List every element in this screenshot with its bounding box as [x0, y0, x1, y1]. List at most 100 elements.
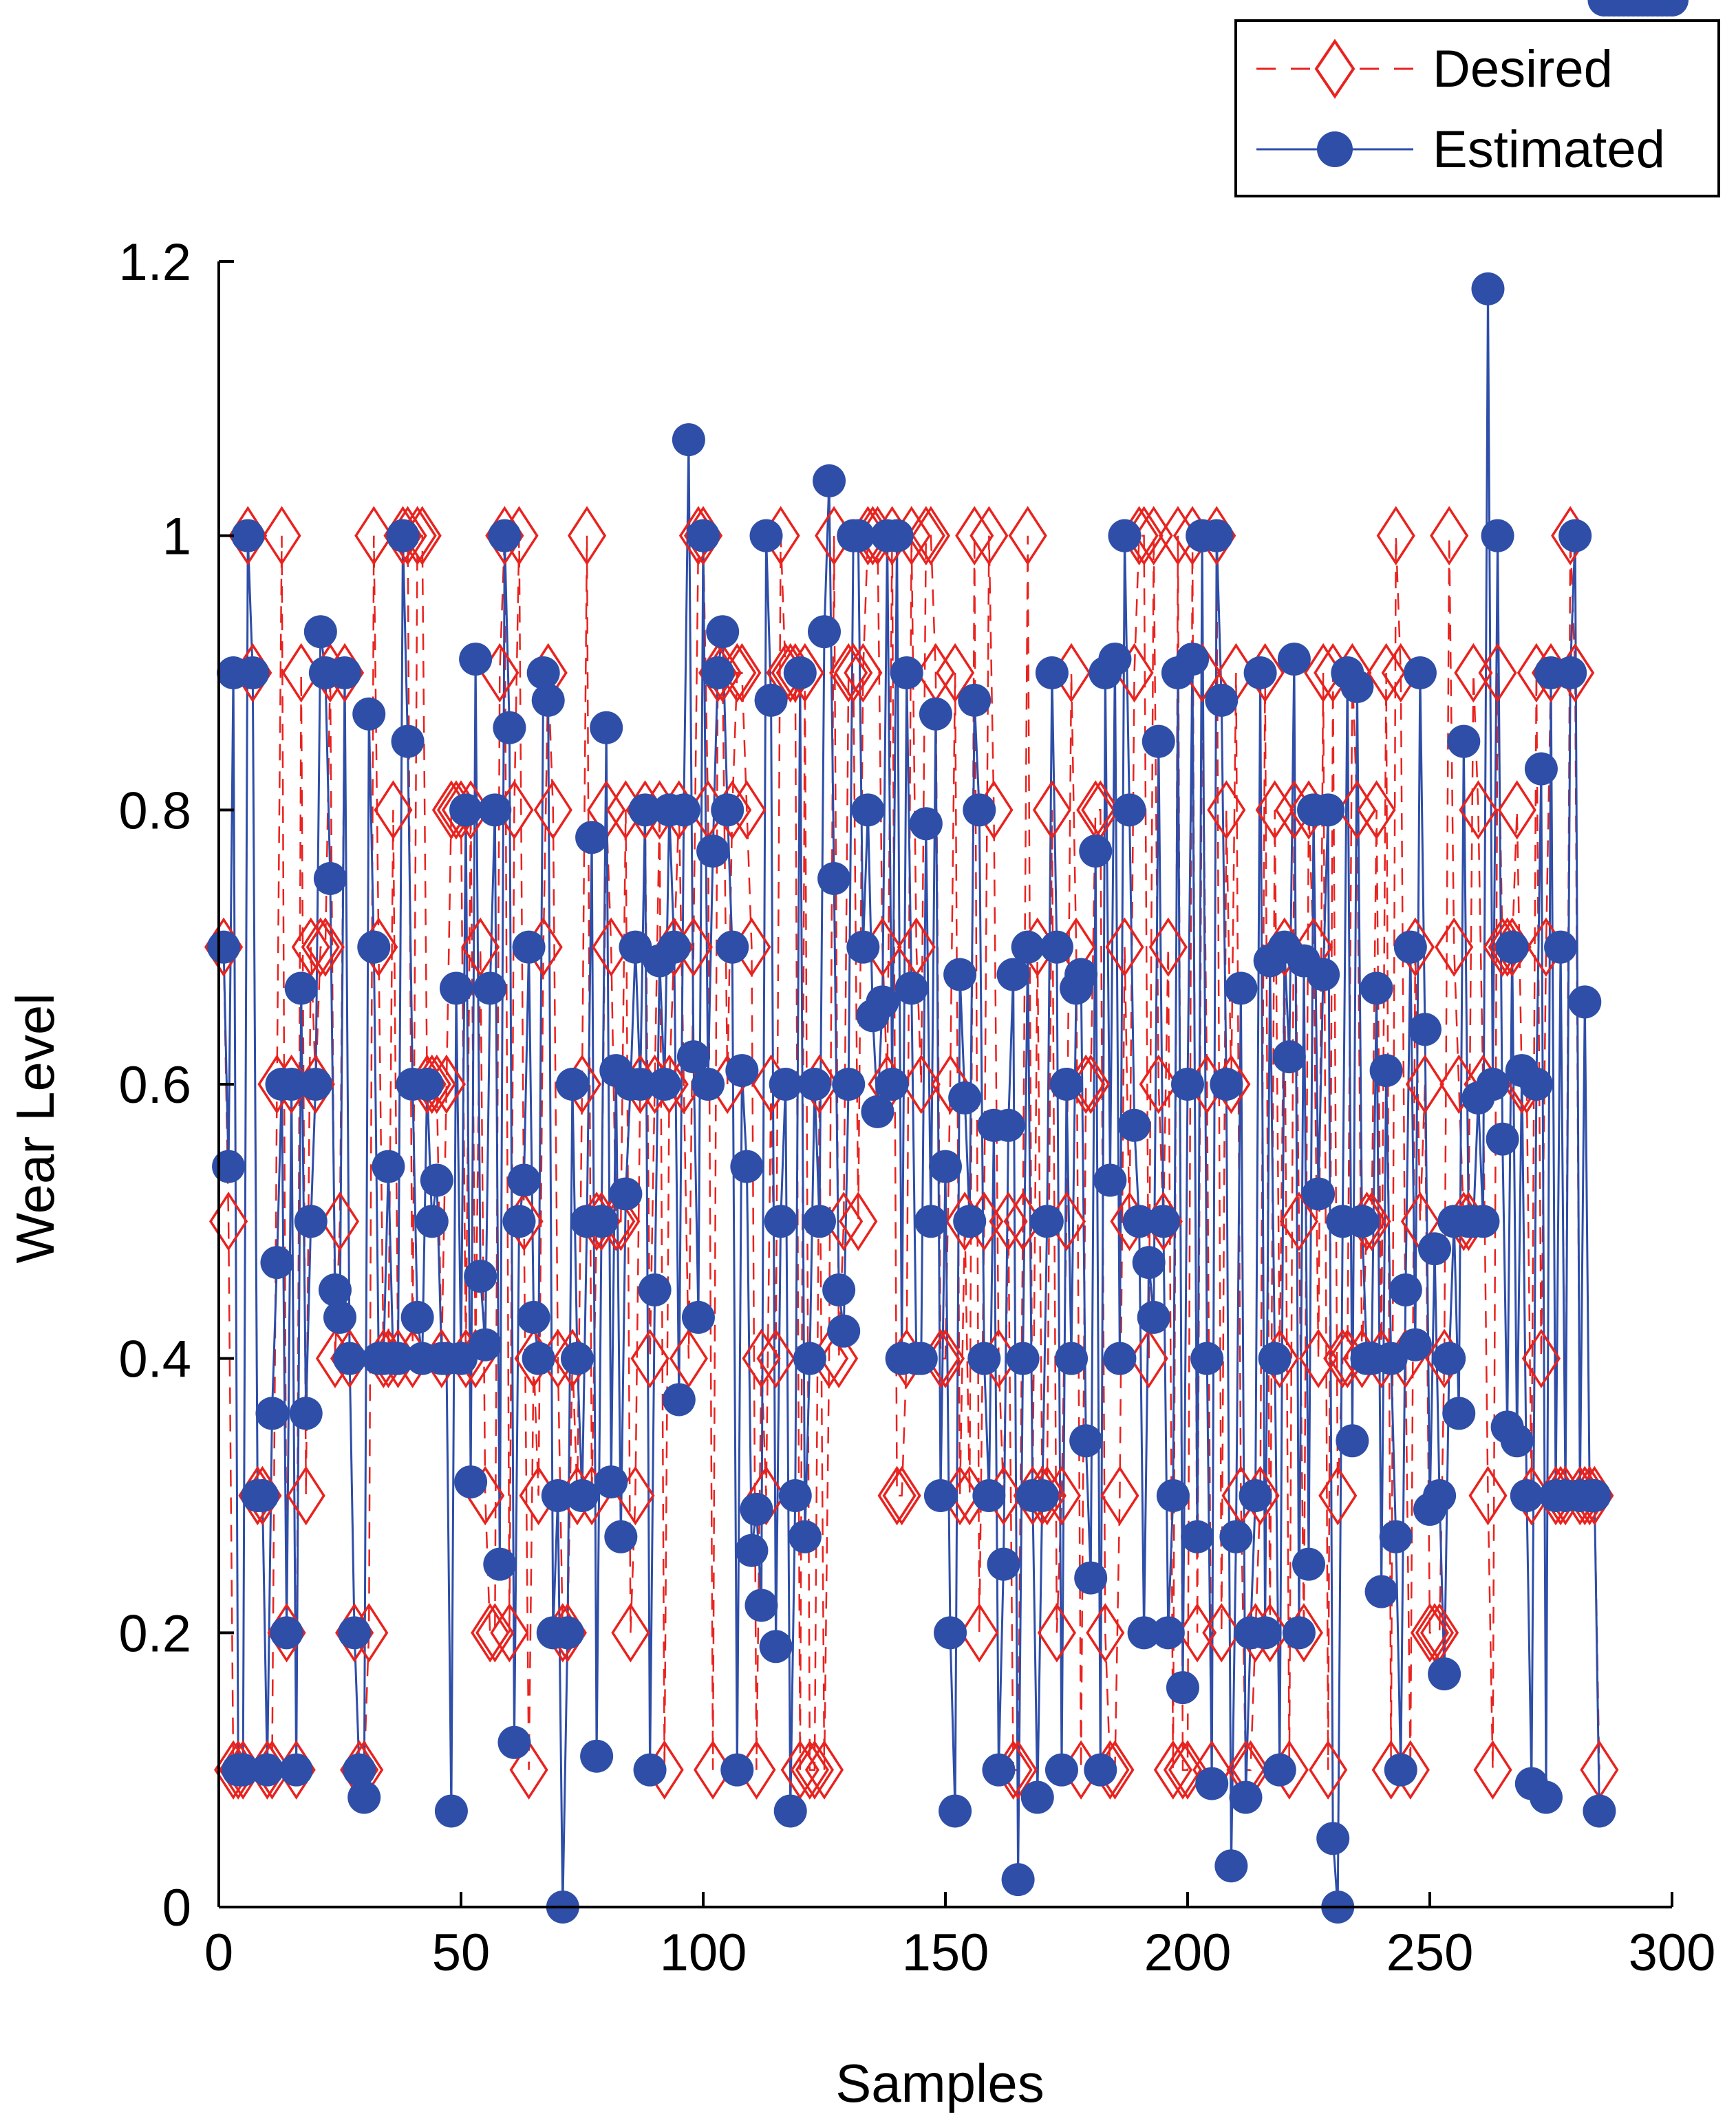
desired-point	[1435, 917, 1474, 977]
desired-point	[906, 506, 945, 566]
estimated-point	[967, 1342, 1001, 1375]
estimated-point	[294, 1205, 328, 1238]
estimated-point	[1340, 669, 1374, 703]
estimated-point	[939, 1794, 972, 1828]
estimated-point	[1466, 1205, 1500, 1238]
estimated-point	[323, 1300, 356, 1334]
desired-point	[1338, 780, 1377, 840]
estimated-point	[1471, 272, 1505, 305]
desired-point	[1497, 780, 1536, 840]
estimated-point	[808, 615, 841, 649]
estimated-point	[352, 697, 386, 731]
estimated-point	[459, 643, 493, 676]
estimated-point	[706, 615, 740, 649]
estimated-point	[633, 1753, 667, 1787]
estimated-point	[1384, 1753, 1417, 1787]
estimated-point	[555, 1068, 589, 1101]
x-tick-label: 200	[1144, 1924, 1232, 1982]
estimated-point	[550, 1616, 584, 1650]
estimated-point	[894, 971, 928, 1005]
estimated-point	[1263, 1753, 1296, 1787]
estimated-point	[1544, 930, 1578, 964]
estimated-point	[1224, 971, 1258, 1005]
estimated-point	[1486, 1122, 1519, 1156]
estimated-point	[1156, 1479, 1190, 1512]
axes: 0 50 100 150 200 250 300 0 0.2 0.4 0.6 0.8 1 1.2	[118, 233, 1715, 1982]
estimated-point	[400, 1300, 434, 1334]
estimated-point	[1200, 519, 1234, 552]
estimated-point	[842, 519, 875, 552]
estimated-point	[943, 958, 977, 991]
estimated-point	[1219, 1520, 1253, 1553]
estimated-point	[1316, 1822, 1350, 1855]
desired-point	[354, 506, 394, 566]
estimated-point	[672, 423, 705, 457]
desired-point	[567, 506, 607, 566]
desired-point	[1521, 1328, 1561, 1388]
estimated-point	[1243, 656, 1277, 689]
estimated-point	[1302, 1177, 1336, 1211]
y-tick-label: 0.4	[118, 1331, 191, 1389]
desired-point	[262, 506, 301, 566]
estimated-point	[1481, 519, 1514, 552]
estimated-point	[827, 1314, 861, 1348]
desired-point	[747, 1465, 786, 1526]
estimated-point	[512, 930, 546, 964]
estimated-point	[531, 683, 565, 717]
desired-point	[1279, 1192, 1319, 1251]
estimated-point	[246, 1479, 279, 1512]
legend-desired-marker	[1314, 39, 1355, 99]
estimated-point	[415, 1205, 449, 1238]
estimated-point	[1064, 958, 1098, 991]
estimated-point	[609, 1177, 643, 1211]
estimated-point	[1272, 1040, 1306, 1074]
estimated-point	[226, 1753, 260, 1787]
estimated-point	[212, 1150, 246, 1183]
desired-point	[611, 1603, 650, 1663]
estimated-point	[1122, 1205, 1156, 1238]
estimated-point	[822, 1273, 856, 1306]
estimated-point	[1113, 793, 1146, 827]
estimated-point	[797, 1068, 831, 1101]
desired-point	[839, 1192, 878, 1251]
estimated-point	[1307, 958, 1340, 991]
estimated-point	[1030, 1205, 1064, 1238]
estimated-point	[1050, 1068, 1083, 1101]
estimated-point	[386, 519, 420, 552]
desired-point	[1478, 643, 1517, 703]
estimated-point	[754, 683, 788, 717]
estimated-point	[1403, 656, 1437, 689]
estimated-point	[1524, 752, 1558, 786]
y-tick-label: 1.2	[118, 233, 191, 292]
estimated-point	[992, 1108, 1025, 1142]
estimated-point	[851, 793, 885, 827]
estimated-point	[1374, 1342, 1408, 1375]
estimated-point	[566, 1479, 599, 1512]
estimated-point	[1433, 1342, 1466, 1375]
estimated-point	[701, 656, 735, 689]
desired-point	[935, 643, 975, 703]
estimated-point	[604, 1520, 638, 1553]
estimated-point	[1500, 1424, 1534, 1458]
estimated-point	[473, 971, 507, 1005]
desired-point	[1086, 1603, 1125, 1663]
estimated-point	[619, 930, 652, 964]
legend[interactable]: Desired Estimated	[1234, 19, 1720, 197]
desired-point	[1148, 917, 1188, 977]
estimated-point	[1006, 1342, 1040, 1375]
estimated-point	[866, 985, 899, 1019]
estimated-point	[759, 1630, 793, 1664]
estimated-point	[1277, 643, 1311, 676]
estimated-point	[260, 1246, 294, 1280]
desired-point	[490, 1603, 529, 1663]
estimated-point	[929, 1150, 962, 1183]
estimated-point	[464, 1260, 497, 1293]
estimated-point	[982, 1753, 1016, 1787]
estimated-point	[1205, 683, 1239, 717]
estimated-point	[1025, 1479, 1059, 1512]
desired-point	[911, 506, 950, 566]
desired-point	[320, 1192, 360, 1251]
desired-point	[1367, 643, 1406, 703]
desired-point	[475, 1603, 515, 1663]
